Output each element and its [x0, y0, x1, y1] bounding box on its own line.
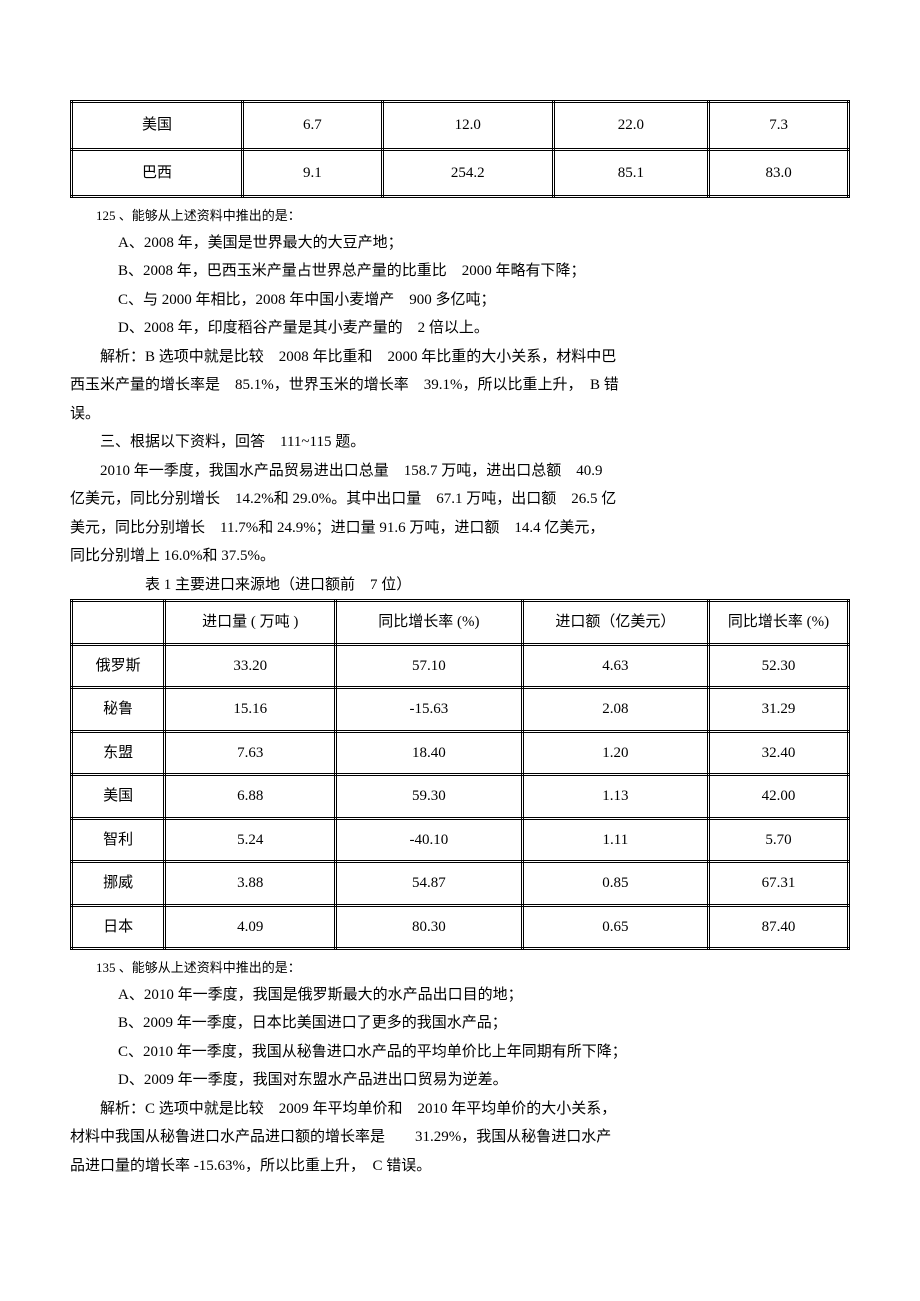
table-1: 美国 6.7 12.0 22.0 7.3 巴西 9.1 254.2 85.1 8… — [70, 100, 850, 198]
cell: 东盟 — [72, 731, 165, 775]
table-2-caption: 表 1 主要进口来源地（进口额前 7 位） — [70, 571, 850, 600]
question-125-stem: 125 、能够从上述资料中推出的是： — [70, 204, 850, 229]
cell: 0.85 — [522, 862, 708, 906]
cell: 67.31 — [709, 862, 849, 906]
cell: 1.20 — [522, 731, 708, 775]
cell: 美国 — [72, 775, 165, 819]
cell: 智利 — [72, 818, 165, 862]
header-cell: 进口量 ( 万吨 ) — [165, 601, 336, 645]
cell: 9.1 — [242, 149, 382, 197]
header-cell: 同比增长率 (%) — [709, 601, 849, 645]
cell: 秘鲁 — [72, 688, 165, 732]
cell: 15.16 — [165, 688, 336, 732]
table-row: 美国 6.88 59.30 1.13 42.00 — [72, 775, 849, 819]
cell: -15.63 — [336, 688, 522, 732]
analysis-line: 误。 — [70, 400, 850, 429]
cell: 87.40 — [709, 905, 849, 949]
section-3-heading: 三、根据以下资料，回答 111~115 题。 — [70, 428, 850, 457]
analysis-line: 解析：B 选项中就是比较 2008 年比重和 2000 年比重的大小关系，材料中… — [70, 343, 850, 372]
cell: 日本 — [72, 905, 165, 949]
cell: 22.0 — [553, 102, 708, 150]
table-row: 巴西 9.1 254.2 85.1 83.0 — [72, 149, 849, 197]
header-cell: 进口额（亿美元） — [522, 601, 708, 645]
analysis-line: 品进口量的增长率 -15.63%，所以比重上升， C 错误。 — [70, 1152, 850, 1181]
cell: 12.0 — [382, 102, 553, 150]
cell: 33.20 — [165, 644, 336, 688]
header-cell — [72, 601, 165, 645]
cell: 32.40 — [709, 731, 849, 775]
cell: 31.29 — [709, 688, 849, 732]
section-3-text: 亿美元，同比分别增长 14.2%和 29.0%。其中出口量 67.1 万吨，出口… — [70, 485, 850, 514]
cell: 254.2 — [382, 149, 553, 197]
cell: 85.1 — [553, 149, 708, 197]
table-row: 日本 4.09 80.30 0.65 87.40 — [72, 905, 849, 949]
table-row: 东盟 7.63 18.40 1.20 32.40 — [72, 731, 849, 775]
table-row: 美国 6.7 12.0 22.0 7.3 — [72, 102, 849, 150]
section-3-text: 同比分别增上 16.0%和 37.5%。 — [70, 542, 850, 571]
cell: 1.13 — [522, 775, 708, 819]
analysis-line: 西玉米产量的增长率是 85.1%，世界玉米的增长率 39.1%，所以比重上升， … — [70, 371, 850, 400]
header-cell: 同比增长率 (%) — [336, 601, 522, 645]
cell: 52.30 — [709, 644, 849, 688]
cell: 18.40 — [336, 731, 522, 775]
cell: 俄罗斯 — [72, 644, 165, 688]
table-header-row: 进口量 ( 万吨 ) 同比增长率 (%) 进口额（亿美元） 同比增长率 (%) — [72, 601, 849, 645]
cell: 5.70 — [709, 818, 849, 862]
cell: 7.63 — [165, 731, 336, 775]
option-d: D、2009 年一季度，我国对东盟水产品进出口贸易为逆差。 — [70, 1066, 850, 1095]
cell: -40.10 — [336, 818, 522, 862]
cell-country: 美国 — [72, 102, 243, 150]
cell: 80.30 — [336, 905, 522, 949]
cell: 54.87 — [336, 862, 522, 906]
table-row: 挪威 3.88 54.87 0.85 67.31 — [72, 862, 849, 906]
cell: 42.00 — [709, 775, 849, 819]
cell: 4.63 — [522, 644, 708, 688]
cell: 4.09 — [165, 905, 336, 949]
option-d: D、2008 年，印度稻谷产量是其小麦产量的 2 倍以上。 — [70, 314, 850, 343]
option-a: A、2008 年，美国是世界最大的大豆产地； — [70, 229, 850, 258]
section-3-text: 2010 年一季度，我国水产品贸易进出口总量 158.7 万吨，进出口总额 40… — [70, 457, 850, 486]
analysis-line: 解析：C 选项中就是比较 2009 年平均单价和 2010 年平均单价的大小关系… — [70, 1095, 850, 1124]
cell: 59.30 — [336, 775, 522, 819]
table-row: 智利 5.24 -40.10 1.11 5.70 — [72, 818, 849, 862]
question-135-stem: 135 、能够从上述资料中推出的是： — [70, 956, 850, 981]
option-b: B、2008 年，巴西玉米产量占世界总产量的比重比 2000 年略有下降； — [70, 257, 850, 286]
cell: 6.7 — [242, 102, 382, 150]
cell: 83.0 — [709, 149, 849, 197]
cell-country: 巴西 — [72, 149, 243, 197]
cell: 7.3 — [709, 102, 849, 150]
cell: 5.24 — [165, 818, 336, 862]
cell: 57.10 — [336, 644, 522, 688]
option-c: C、与 2000 年相比，2008 年中国小麦增产 900 多亿吨； — [70, 286, 850, 315]
cell: 挪威 — [72, 862, 165, 906]
option-a: A、2010 年一季度，我国是俄罗斯最大的水产品出口目的地； — [70, 981, 850, 1010]
table-2: 进口量 ( 万吨 ) 同比增长率 (%) 进口额（亿美元） 同比增长率 (%) … — [70, 599, 850, 950]
cell: 6.88 — [165, 775, 336, 819]
analysis-line: 材料中我国从秘鲁进口水产品进口额的增长率是 31.29%，我国从秘鲁进口水产 — [70, 1123, 850, 1152]
table-row: 秘鲁 15.16 -15.63 2.08 31.29 — [72, 688, 849, 732]
cell: 0.65 — [522, 905, 708, 949]
cell: 2.08 — [522, 688, 708, 732]
section-3-text: 美元，同比分别增长 11.7%和 24.9%；进口量 91.6 万吨，进口额 1… — [70, 514, 850, 543]
cell: 1.11 — [522, 818, 708, 862]
option-b: B、2009 年一季度，日本比美国进口了更多的我国水产品； — [70, 1009, 850, 1038]
option-c: C、2010 年一季度，我国从秘鲁进口水产品的平均单价比上年同期有所下降； — [70, 1038, 850, 1067]
table-row: 俄罗斯 33.20 57.10 4.63 52.30 — [72, 644, 849, 688]
cell: 3.88 — [165, 862, 336, 906]
